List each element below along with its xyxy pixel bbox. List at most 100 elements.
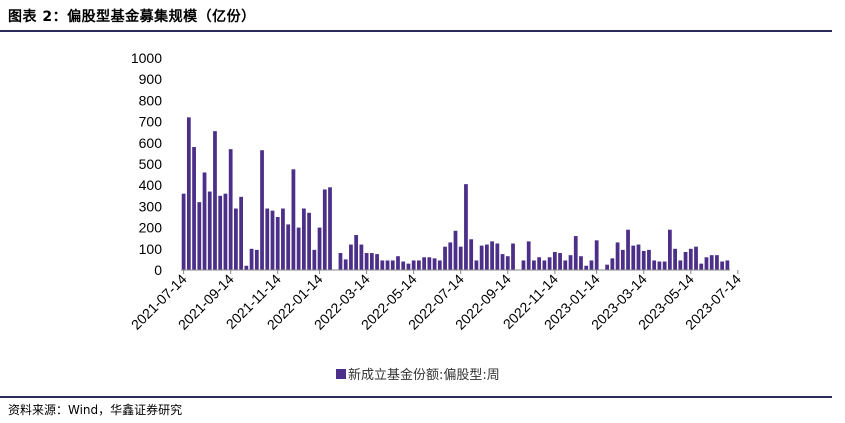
y-tick-label: 0 — [154, 262, 162, 278]
bar — [605, 264, 610, 270]
bar — [469, 239, 474, 270]
bar — [322, 189, 327, 270]
bar — [552, 251, 557, 270]
bar — [406, 263, 411, 270]
bottom-rule — [0, 396, 832, 398]
bar — [234, 208, 238, 270]
y-tick-label: 700 — [139, 114, 163, 130]
bar — [213, 131, 217, 270]
bar — [312, 249, 317, 270]
bar — [647, 249, 651, 270]
bar — [709, 255, 714, 270]
y-tick-label: 500 — [139, 156, 163, 172]
bar — [401, 261, 406, 270]
bar — [620, 249, 625, 270]
bar — [286, 224, 291, 270]
bar — [547, 257, 552, 270]
y-tick-label: 600 — [139, 135, 163, 151]
bar — [474, 260, 479, 270]
bar — [699, 263, 704, 270]
bar — [228, 149, 233, 270]
bar — [584, 265, 589, 270]
bar — [291, 169, 296, 270]
bar — [641, 250, 646, 270]
bar — [725, 260, 730, 270]
y-tick-label: 800 — [139, 92, 163, 108]
bar — [563, 260, 568, 270]
bar — [688, 248, 693, 270]
bar — [694, 246, 698, 270]
bar — [223, 193, 228, 270]
bar — [615, 242, 620, 270]
bar — [249, 248, 254, 270]
bar — [558, 253, 562, 270]
bar — [594, 240, 599, 270]
bar — [396, 256, 400, 270]
bar — [349, 244, 353, 270]
legend: 新成立基金份额:偏股型:周 — [336, 367, 500, 383]
y-tick-label: 900 — [139, 71, 163, 87]
bar — [458, 246, 463, 270]
bar — [338, 253, 343, 270]
y-tick-label: 300 — [139, 198, 163, 214]
x-axis-labels: 2021-07-142021-09-142021-11-142022-01-14… — [128, 271, 744, 333]
bar — [437, 260, 442, 270]
bar — [380, 260, 385, 270]
bar — [369, 253, 374, 270]
bar — [495, 243, 500, 270]
bar — [526, 241, 531, 270]
bar — [192, 147, 196, 270]
bar — [181, 193, 186, 270]
bar — [589, 260, 594, 270]
bar — [704, 257, 709, 270]
bar — [375, 254, 379, 270]
bar — [411, 260, 416, 270]
bar — [422, 257, 427, 270]
bar — [197, 202, 202, 270]
bar — [511, 243, 515, 270]
bar — [296, 227, 301, 270]
bar — [281, 208, 285, 270]
bar — [385, 260, 390, 270]
bar — [254, 249, 259, 270]
y-axis-labels: 0 100 200 300 400 500 600 700 800 900 1000 — [131, 50, 162, 278]
bar — [343, 259, 348, 270]
bar — [354, 235, 359, 270]
bar — [364, 253, 369, 270]
source-note: 资料来源：Wind，华鑫证券研究 — [8, 403, 183, 417]
bar — [479, 245, 484, 270]
bar — [244, 265, 249, 270]
y-tick-label: 100 — [139, 241, 163, 257]
bar — [542, 260, 547, 270]
bar — [532, 260, 536, 270]
y-tick-label: 1000 — [131, 50, 162, 66]
bar — [610, 258, 615, 270]
bar — [484, 244, 489, 270]
bar — [500, 254, 505, 270]
bar — [715, 255, 719, 270]
bar — [568, 255, 573, 270]
bar — [239, 196, 244, 270]
bar — [678, 260, 683, 270]
bar — [202, 172, 207, 270]
bar — [307, 212, 311, 270]
bar — [657, 261, 662, 270]
bar — [207, 191, 212, 270]
bar — [652, 260, 657, 270]
bar — [417, 260, 421, 270]
bar — [390, 260, 395, 270]
bar-series — [181, 117, 730, 270]
legend-label: 新成立基金份额:偏股型:周 — [348, 367, 500, 383]
bar — [328, 187, 332, 270]
y-tick-label: 200 — [139, 220, 163, 236]
bar — [521, 260, 526, 270]
bar — [359, 244, 364, 270]
x-axis-ticks — [183, 270, 739, 274]
bar — [537, 257, 542, 270]
chart-title: 图表 2：偏股型基金募集规模（亿份） — [8, 9, 256, 25]
bar — [265, 208, 270, 270]
bar — [432, 258, 437, 270]
bar — [490, 241, 494, 270]
bar — [260, 150, 264, 270]
bar — [218, 195, 223, 270]
